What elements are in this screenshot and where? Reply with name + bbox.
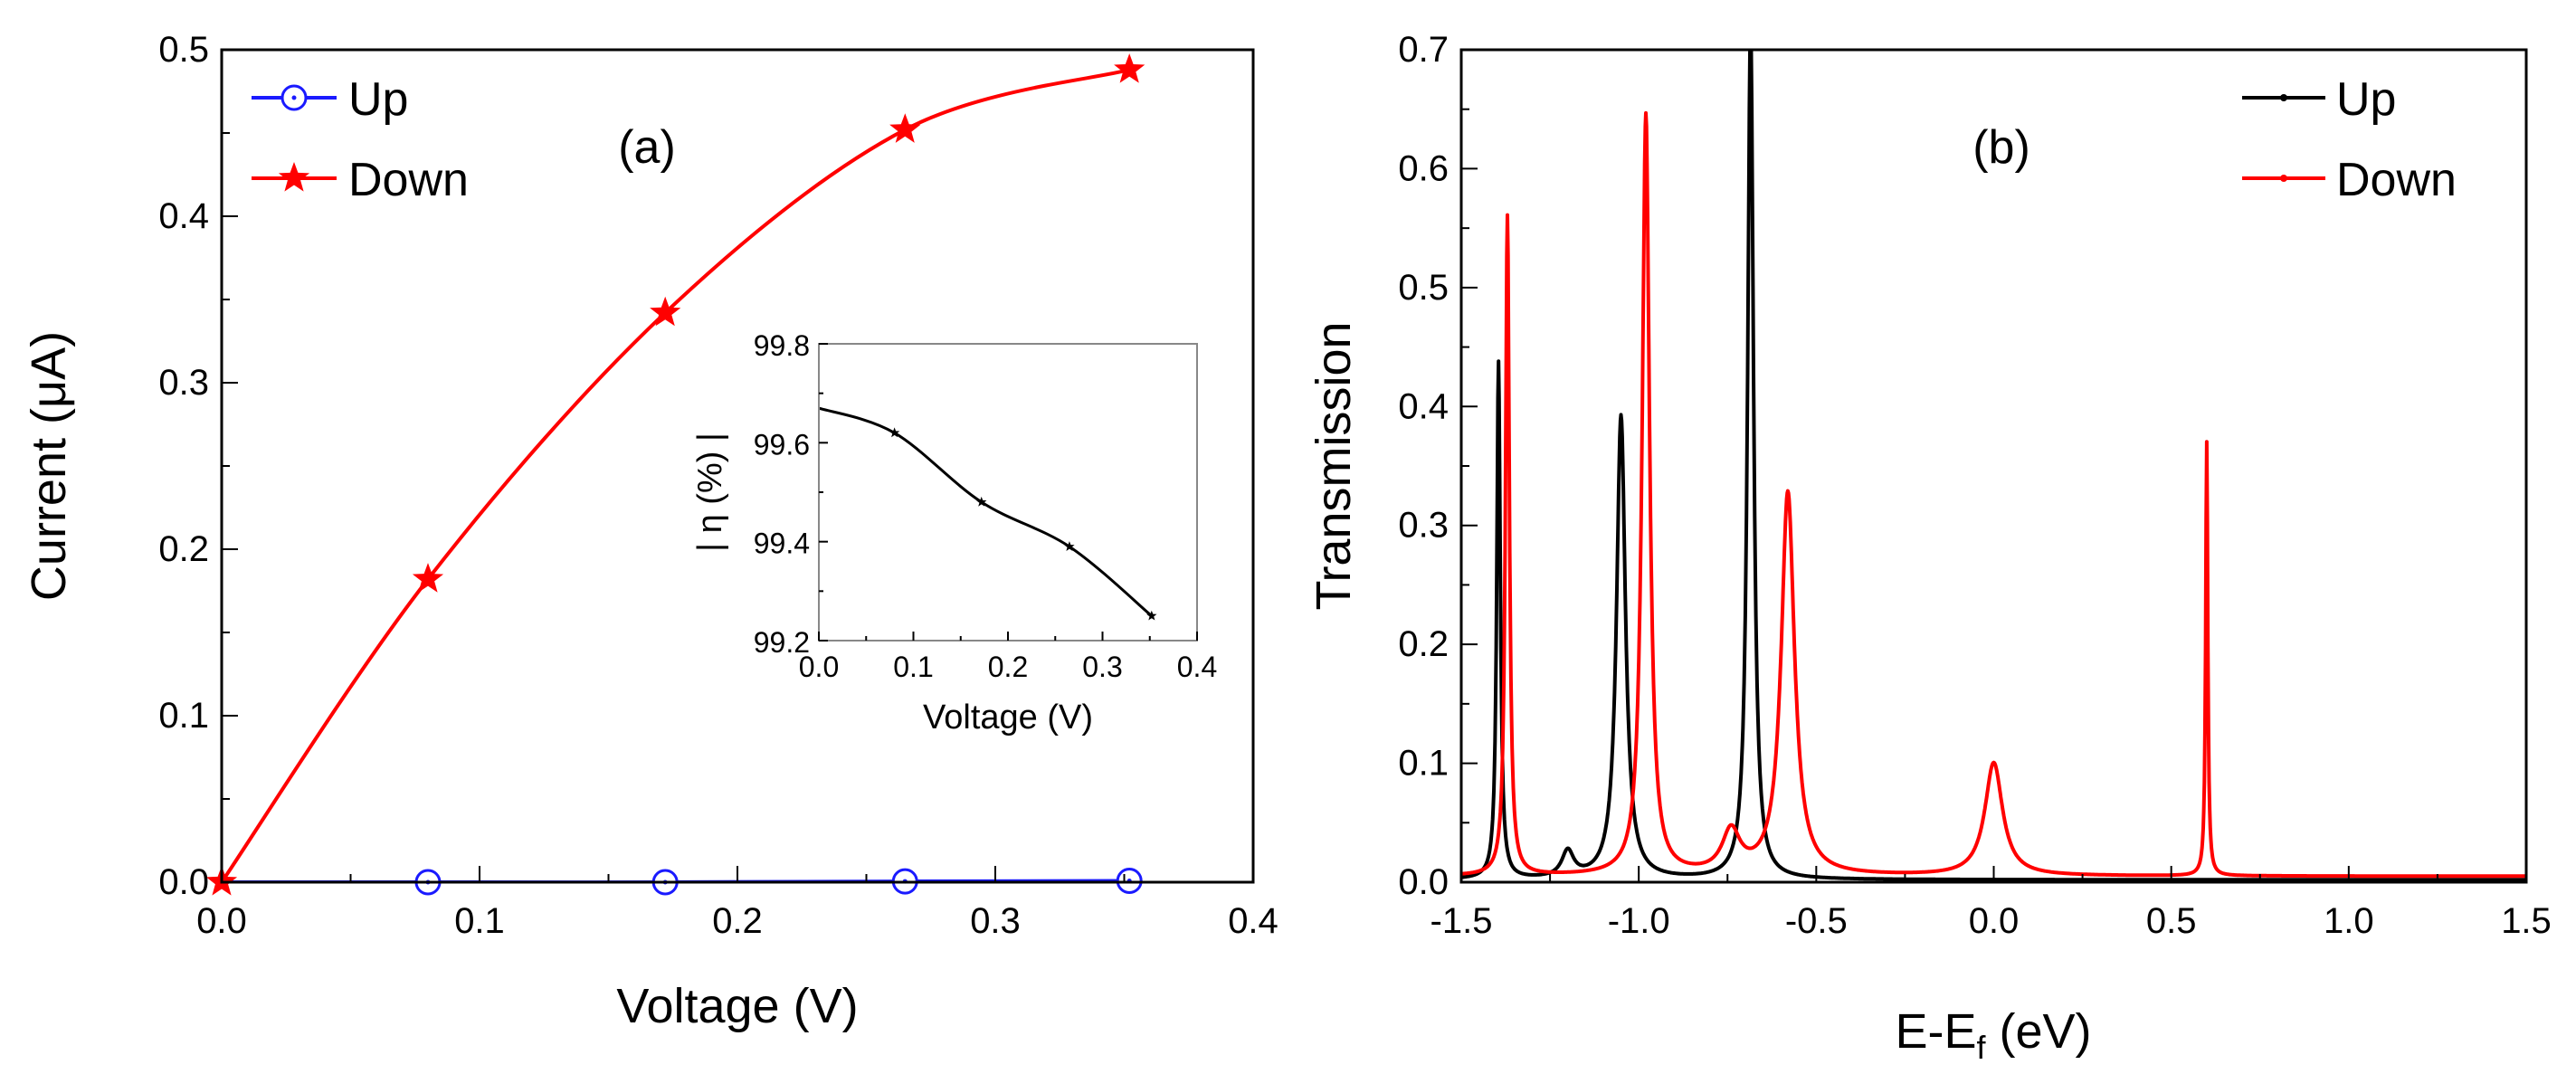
inset-x-tick-label: 0.4 (1177, 651, 1217, 683)
series-a-down-point (889, 113, 921, 143)
b-x-tick-label: 0.0 (1969, 901, 2020, 941)
inset-y-tick-label: 99.8 (754, 329, 810, 362)
panel-b: -1.5 -1.0 -0.5 0.0 0.5 1.0 1.5 0.0 0.1 0.2 0.3 0.4 0… (1307, 30, 2552, 1066)
inset-x-axis-label: Voltage (V) (923, 699, 1093, 737)
inset-series-point (1146, 610, 1157, 621)
panel-a-legend: Up Down (252, 73, 469, 206)
a-x-tick-label: 0.3 (970, 901, 1021, 941)
inset-chart: 0.0 0.1 0.2 0.3 0.4 99.2 99.4 99.6 99.8 Voltage … (691, 329, 1217, 737)
legend-a-up-label: Up (348, 73, 408, 126)
a-y-tick-label: 0.5 (158, 30, 209, 70)
a-y-tick-label: 0.4 (158, 196, 209, 236)
panel-b-x-axis-label-unit: (eV) (1986, 1004, 2092, 1059)
inset-y-tick-label: 99.4 (754, 527, 810, 560)
b-x-tick-label: -0.5 (1785, 901, 1848, 941)
legend-b-down-marker (2280, 175, 2287, 182)
legend-b-up-marker (2280, 94, 2287, 101)
inset-x-tick-label: 0.0 (799, 651, 839, 683)
inset-series-point (1064, 541, 1075, 551)
b-y-tick-label: 0.0 (1398, 862, 1449, 902)
panel-b-x-axis-label-sub: f (1976, 1029, 1986, 1066)
inset-series-point (976, 496, 987, 507)
a-y-tick-label: 0.3 (158, 363, 209, 403)
a-x-tick-label: 0.4 (1228, 901, 1278, 941)
legend-a-down-marker (278, 162, 310, 192)
panel-b-y-axis-label: Transmission (1307, 321, 1361, 610)
panel-a: 0.0 0.1 0.2 0.3 0.4 0.0 0.1 0.2 0.3 0.4 0.5 Voltag… (22, 30, 1278, 1033)
panel-a-x-axis-label: Voltage (V) (616, 979, 858, 1033)
b-y-tick-label: 0.6 (1398, 148, 1449, 188)
b-y-tick-label: 0.4 (1398, 386, 1449, 426)
inset-series-point (889, 427, 900, 438)
a-y-tick-label: 0.1 (158, 696, 209, 736)
b-x-tick-label: 1.0 (2324, 901, 2374, 941)
a-y-tick-label: 0.0 (158, 862, 209, 902)
panel-b-legend: Up Down (2242, 73, 2457, 206)
b-y-tick-label: 0.7 (1398, 30, 1449, 70)
panel-a-y-axis-label: Current (μA) (22, 331, 76, 601)
inset-y-tick-label: 99.6 (754, 428, 810, 461)
b-x-tick-label: 0.5 (2146, 901, 2197, 941)
panel-b-x-axis-label: E-Ef (eV) (1895, 1004, 2091, 1066)
b-y-tick-label: 0.3 (1398, 506, 1449, 546)
legend-a-down-label: Down (348, 154, 469, 206)
series-a-down-point (650, 296, 681, 327)
inset-x-tick-label: 0.3 (1082, 651, 1122, 683)
inset-x-tick-label: 0.1 (893, 651, 933, 683)
panel-b-x-axis-label-main: E-E (1895, 1004, 1976, 1059)
inset-y-tick-label: 99.2 (754, 626, 810, 659)
legend-a-up-marker-dot (291, 95, 297, 100)
series-a-down-line (222, 68, 1130, 882)
b-x-tick-label: 1.5 (2501, 901, 2552, 941)
a-y-tick-label: 0.2 (158, 529, 209, 569)
panel-b-label: (b) (1972, 121, 2030, 174)
series-a-down-point (1114, 53, 1145, 83)
a-x-tick-label: 0.0 (196, 901, 247, 941)
b-y-tick-label: 0.2 (1398, 624, 1449, 664)
b-y-tick-label: 0.1 (1398, 744, 1449, 784)
b-y-tick-label: 0.5 (1398, 268, 1449, 308)
a-x-tick-label: 0.1 (454, 901, 505, 941)
series-a-down-point (412, 563, 444, 593)
b-x-tick-label: -1.0 (1608, 901, 1670, 941)
panel-a-label: (a) (618, 121, 676, 174)
b-x-tick-label: -1.5 (1431, 901, 1493, 941)
inset-y-axis-label: | η (%) | (691, 432, 729, 552)
inset-x-tick-label: 0.2 (988, 651, 1028, 683)
legend-b-down-label: Down (2336, 154, 2457, 206)
legend-b-up-label: Up (2336, 73, 2396, 126)
a-x-tick-label: 0.2 (712, 901, 763, 941)
